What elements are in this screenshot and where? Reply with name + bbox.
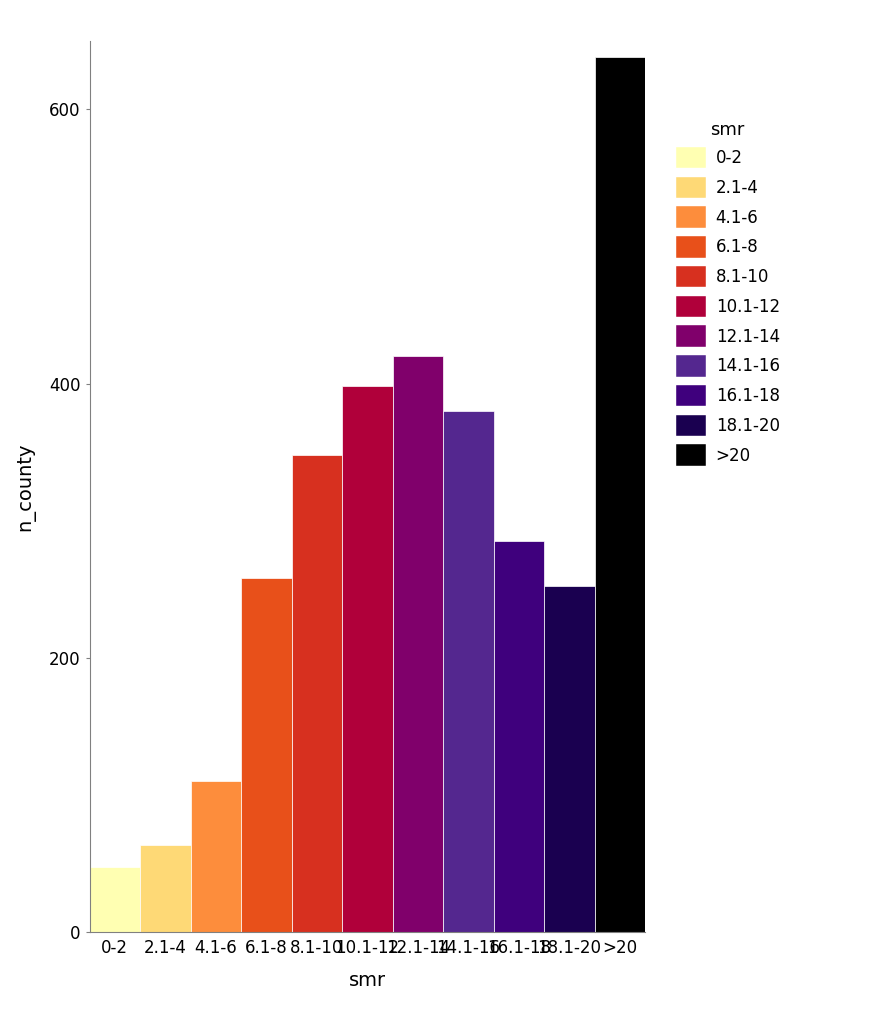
Y-axis label: n_county: n_county [16, 442, 35, 530]
Bar [191, 781, 241, 932]
Bar [595, 57, 645, 932]
Bar [291, 455, 342, 932]
Legend: 0-2, 2.1-4, 4.1-6, 6.1-8, 8.1-10, 10.1-12, 12.1-14, 14.1-16, 16.1-18, 18.1-20, >: 0-2, 2.1-4, 4.1-6, 6.1-8, 8.1-10, 10.1-1… [676, 121, 780, 466]
Bar [544, 587, 595, 932]
Bar [444, 411, 494, 932]
Bar [90, 867, 140, 932]
Bar [241, 579, 291, 932]
Bar [392, 356, 444, 932]
Bar [342, 386, 392, 932]
X-axis label: smr: smr [349, 971, 386, 989]
Bar [140, 846, 191, 932]
Bar [494, 542, 544, 932]
